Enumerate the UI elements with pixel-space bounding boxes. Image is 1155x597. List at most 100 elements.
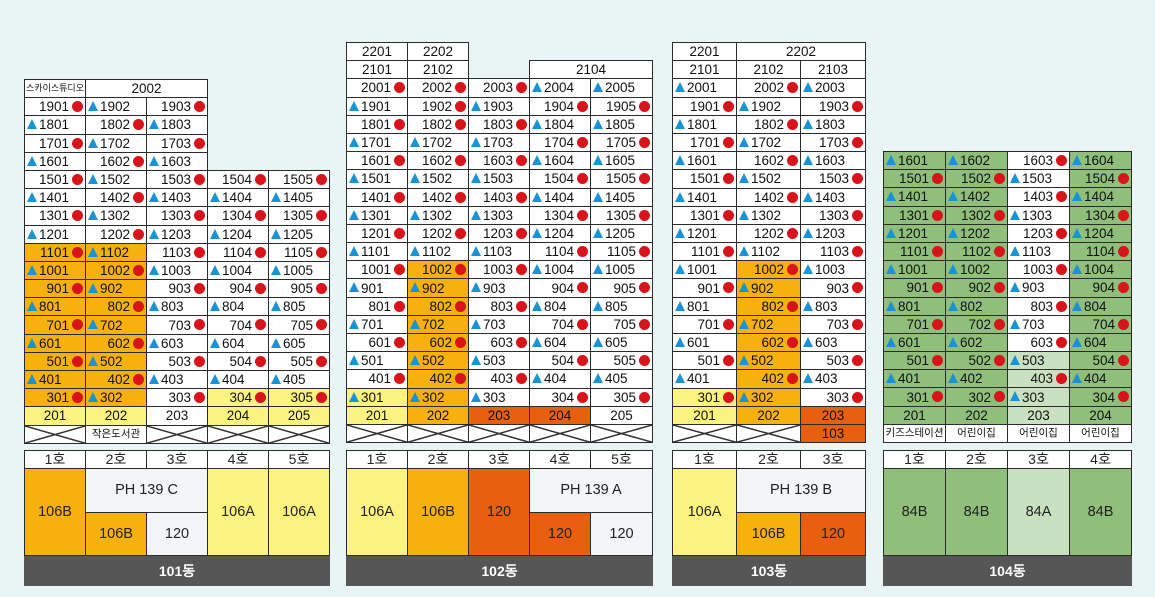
- unit-cell[interactable]: 1705: [590, 132, 653, 153]
- unit-cell[interactable]: 어린이집: [1069, 423, 1132, 444]
- unit-cell[interactable]: 1901: [346, 96, 408, 116]
- unit-cell[interactable]: 1401: [672, 187, 737, 207]
- unit-cell[interactable]: 601: [346, 332, 408, 353]
- unit-cell[interactable]: 1801: [672, 114, 737, 134]
- unit-cell[interactable]: 604: [207, 333, 270, 353]
- unit-cell[interactable]: 403: [1007, 369, 1070, 389]
- unit-cell[interactable]: 702: [85, 315, 147, 335]
- unit-cell[interactable]: 1603: [145, 151, 209, 171]
- unit-cell[interactable]: 1404: [529, 187, 591, 207]
- unit-cell[interactable]: 802: [945, 296, 1008, 316]
- unit-cell[interactable]: 1102: [945, 241, 1008, 262]
- unit-cell[interactable]: 303: [799, 387, 867, 407]
- unit-cell[interactable]: 1403: [799, 187, 867, 207]
- unit-cell[interactable]: 1304: [1069, 205, 1132, 225]
- unit-cell[interactable]: 404: [1069, 369, 1132, 389]
- unit-cell[interactable]: 1601: [672, 151, 737, 171]
- unit-cell[interactable]: 204: [529, 405, 591, 425]
- unit-cell[interactable]: 305: [590, 387, 653, 407]
- unit-cell[interactable]: 703: [468, 314, 530, 335]
- unit-cell[interactable]: 1903: [468, 96, 530, 116]
- unit-cell[interactable]: 1402: [407, 187, 469, 207]
- unit-cell[interactable]: 705: [590, 314, 653, 335]
- unit-cell[interactable]: 1002: [945, 260, 1008, 280]
- unit-cell[interactable]: 602: [945, 332, 1008, 353]
- unit-cell[interactable]: 1605: [590, 151, 653, 171]
- unit-cell[interactable]: 1403: [145, 188, 209, 208]
- unit-cell[interactable]: 1503: [1007, 169, 1070, 189]
- unit-cell[interactable]: 903: [799, 278, 867, 298]
- unit-cell[interactable]: 1101: [346, 242, 408, 262]
- unit-cell[interactable]: 1803: [145, 115, 209, 135]
- unit-cell[interactable]: 1204: [207, 224, 270, 244]
- unit-cell[interactable]: 1603: [468, 151, 530, 171]
- unit-cell[interactable]: 1501: [346, 169, 408, 189]
- unit-cell[interactable]: 1103: [145, 242, 209, 262]
- unit-cell[interactable]: 1202: [407, 223, 469, 244]
- unit-cell[interactable]: 301: [883, 387, 946, 407]
- unit-cell[interactable]: 805: [590, 296, 653, 316]
- unit-cell[interactable]: 1902: [85, 97, 147, 117]
- unit-cell[interactable]: 1302: [736, 205, 801, 225]
- unit-cell[interactable]: 1703: [799, 132, 867, 153]
- unit-cell[interactable]: 702: [736, 314, 801, 335]
- unit-cell[interactable]: 1602: [85, 151, 147, 171]
- unit-cell[interactable]: 302: [736, 387, 801, 407]
- unit-cell[interactable]: 1204: [529, 223, 591, 244]
- unit-cell[interactable]: 1502: [945, 169, 1008, 189]
- unit-cell[interactable]: 801: [672, 296, 737, 316]
- unit-cell[interactable]: 2002: [84, 78, 209, 99]
- unit-cell[interactable]: 702: [407, 314, 469, 335]
- unit-cell[interactable]: 403: [468, 369, 530, 389]
- unit-cell[interactable]: 301: [672, 387, 737, 407]
- unit-cell[interactable]: 603: [799, 332, 867, 353]
- unit-cell[interactable]: 1401: [24, 188, 86, 208]
- unit-cell[interactable]: 401: [346, 369, 408, 389]
- unit-cell[interactable]: 1402: [736, 187, 801, 207]
- unit-cell[interactable]: 1504: [1069, 169, 1132, 189]
- unit-cell[interactable]: 1701: [672, 132, 737, 153]
- unit-cell[interactable]: 1005: [590, 260, 653, 280]
- unit-cell[interactable]: 902: [736, 278, 801, 298]
- unit-cell[interactable]: 1104: [529, 242, 591, 262]
- unit-cell[interactable]: 1303: [145, 206, 209, 226]
- unit-cell[interactable]: 1902: [736, 96, 801, 116]
- unit-cell[interactable]: 1402: [85, 188, 147, 208]
- unit-cell[interactable]: 201: [346, 405, 408, 425]
- unit-cell[interactable]: 1201: [346, 223, 408, 244]
- unit-cell[interactable]: 1002: [85, 260, 147, 281]
- unit-cell[interactable]: 303: [468, 387, 530, 407]
- unit-cell[interactable]: 802: [85, 297, 147, 317]
- unit-cell[interactable]: 905: [590, 278, 653, 298]
- unit-cell[interactable]: 802: [736, 296, 801, 316]
- unit-cell[interactable]: 1903: [145, 97, 209, 117]
- unit-cell[interactable]: 1703: [468, 132, 530, 153]
- unit-cell[interactable]: 904: [207, 279, 270, 299]
- unit-cell[interactable]: 1201: [672, 223, 737, 244]
- unit-cell[interactable]: 1105: [268, 242, 331, 262]
- unit-cell[interactable]: 602: [85, 333, 147, 353]
- unit-cell[interactable]: 202: [736, 405, 801, 425]
- unit-cell[interactable]: 1304: [207, 206, 270, 226]
- unit-cell[interactable]: 103: [799, 423, 867, 444]
- unit-cell[interactable]: 503: [1007, 351, 1070, 371]
- unit-cell[interactable]: 1701: [24, 133, 86, 153]
- unit-cell[interactable]: 1302: [85, 206, 147, 226]
- unit-cell[interactable]: 404: [529, 369, 591, 389]
- unit-cell[interactable]: 704: [1069, 314, 1132, 334]
- unit-cell[interactable]: 401: [24, 369, 86, 390]
- unit-cell[interactable]: 404: [207, 369, 270, 390]
- unit-cell[interactable]: 2002: [407, 78, 469, 98]
- unit-cell[interactable]: 603: [468, 332, 530, 353]
- unit-cell[interactable]: 1504: [529, 169, 591, 189]
- unit-cell[interactable]: 1704: [529, 132, 591, 153]
- unit-cell[interactable]: 303: [1007, 387, 1070, 407]
- unit-cell[interactable]: 1102: [407, 242, 469, 262]
- unit-cell[interactable]: 1103: [1007, 241, 1070, 262]
- unit-cell[interactable]: 1604: [529, 151, 591, 171]
- unit-cell[interactable]: 304: [529, 387, 591, 407]
- unit-cell[interactable]: 2102: [736, 60, 801, 80]
- unit-cell[interactable]: 403: [799, 369, 867, 389]
- unit-cell[interactable]: 2003: [468, 78, 530, 98]
- unit-cell[interactable]: 204: [1069, 405, 1132, 425]
